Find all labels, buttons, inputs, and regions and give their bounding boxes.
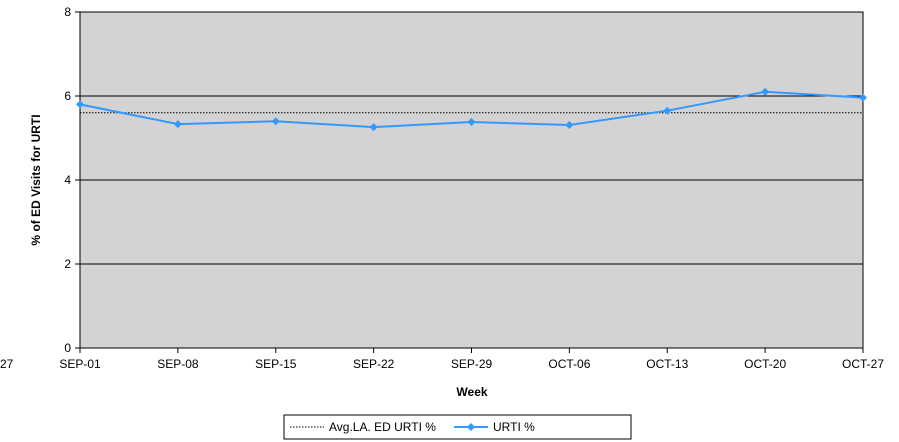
- urti-point-OCT-06: [565, 120, 574, 129]
- x-tick-label: SEP-29: [451, 357, 493, 371]
- urti-point-SEP-08: [173, 120, 182, 129]
- legend-marker-urti: [467, 423, 475, 431]
- x-tick-label: SEP-01: [59, 357, 101, 371]
- x-tick-label: OCT-27: [842, 357, 884, 371]
- y-tick-label: 8: [64, 5, 71, 19]
- x-axis-title: Week: [456, 385, 487, 399]
- edge-fragment-text: 27: [0, 357, 14, 371]
- legend-label-urti: URTI %: [493, 420, 535, 434]
- urti-point-SEP-01: [76, 100, 84, 109]
- urti-point-SEP-15: [271, 117, 280, 126]
- x-tick-label: OCT-20: [744, 357, 786, 371]
- urti-point-OCT-13: [663, 106, 672, 115]
- x-tick-label: SEP-08: [157, 357, 199, 371]
- urti-point-OCT-27: [859, 93, 867, 102]
- urti-point-SEP-29: [467, 118, 476, 127]
- y-tick-label: 0: [64, 341, 71, 355]
- y-axis-ticks: 0 2 4 6 8: [64, 5, 80, 355]
- series-group: [76, 87, 867, 132]
- y-tick-label: 4: [64, 173, 71, 187]
- y-axis-title: % of ED Visits for URTI: [29, 114, 43, 245]
- gridlines: [80, 95, 863, 265]
- x-tick-label: SEP-15: [255, 357, 297, 371]
- y-tick-label: 2: [64, 257, 71, 271]
- x-axis-ticks: SEP-01 SEP-08 SEP-15 SEP-22 SEP-29 OCT-06 OCT-…: [59, 348, 884, 371]
- y-tick-label: 6: [64, 89, 71, 103]
- legend-label-avg: Avg.LA. ED URTI %: [329, 420, 436, 434]
- legend: Avg.LA. ED URTI % URTI %: [283, 414, 632, 440]
- x-tick-label: OCT-06: [548, 357, 590, 371]
- urti-point-SEP-22: [369, 123, 378, 132]
- x-tick-label: SEP-22: [353, 357, 395, 371]
- urti-point-OCT-20: [761, 87, 770, 96]
- x-tick-label: OCT-13: [646, 357, 688, 371]
